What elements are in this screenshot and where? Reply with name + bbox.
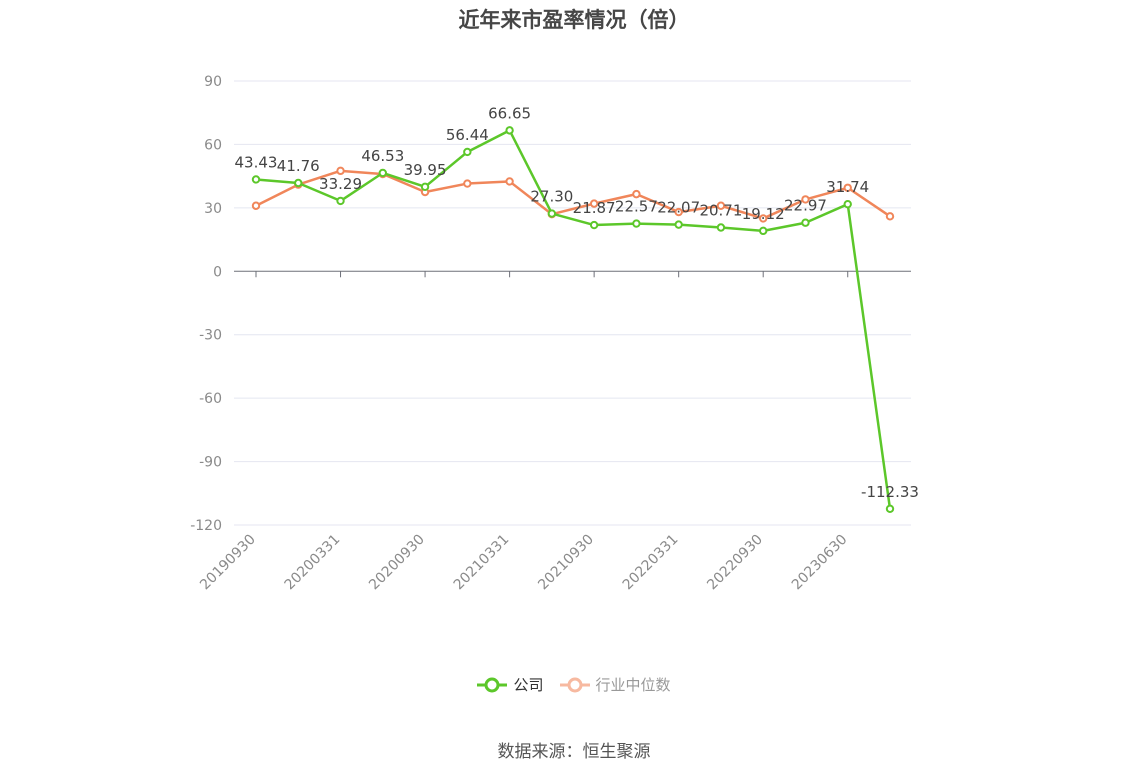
company-data-label: 22.07: [657, 199, 700, 217]
circle-line-icon: [477, 677, 508, 692]
company-data-label: 41.76: [277, 157, 320, 175]
grid-lines: [234, 80, 911, 526]
x-tick-label: 20190930: [197, 532, 259, 594]
legend-item-industry[interactable]: 行业中位数: [559, 674, 671, 695]
company-point: [505, 126, 514, 135]
legend-item-company[interactable]: 公司: [477, 674, 544, 695]
company-point: [885, 504, 895, 513]
industry-point: [336, 166, 345, 176]
company-point: [716, 223, 726, 232]
company-data-label: 22.97: [784, 197, 827, 215]
company-data-label: 31.74: [826, 178, 869, 196]
company-point: [632, 219, 641, 228]
industry-point: [759, 214, 768, 223]
company-data-label: 39.95: [404, 161, 447, 179]
company-point: [294, 178, 303, 188]
y-tick-label: 0: [213, 264, 222, 280]
company-point: [674, 220, 683, 229]
x-tick-label: 20220331: [620, 532, 682, 594]
company-point: [336, 196, 345, 206]
legend-label-company: 公司: [513, 676, 544, 694]
y-tick-label: 90: [204, 74, 222, 90]
y-tick-label: -90: [199, 455, 222, 471]
company-point: [759, 226, 768, 236]
data-source-note: 数据来源：恒生聚源: [497, 742, 651, 762]
company-point: [589, 220, 599, 230]
company-point: [547, 209, 557, 218]
series-lines: [251, 126, 895, 513]
legend: 公司 行业中位数: [0, 674, 1148, 695]
x-tick-label: 20210331: [451, 532, 513, 594]
y-tick-label: 30: [204, 201, 222, 217]
company-data-label: 19.12: [742, 205, 785, 223]
company-point: [801, 218, 810, 227]
industry-point: [251, 201, 261, 210]
industry-point: [505, 177, 514, 186]
industry-series-line: [255, 169, 891, 220]
company-data-label: 46.53: [361, 147, 404, 165]
industry-point: [632, 189, 641, 199]
industry-point: [716, 201, 726, 210]
y-tick-label: -30: [199, 328, 222, 344]
industry-point: [885, 212, 895, 221]
industry-point: [801, 195, 810, 204]
company-point: [463, 147, 472, 157]
industry-point: [589, 199, 599, 208]
company-data-label: -112.33: [861, 483, 919, 501]
company-data-label: 43.43: [235, 153, 278, 171]
circle-line-icon: [559, 677, 590, 692]
industry-point: [843, 183, 852, 192]
company-data-label: 20.71: [699, 201, 742, 219]
company-data-label: 21.87: [573, 199, 616, 217]
company-point: [843, 199, 852, 209]
company-point: [420, 182, 430, 192]
x-tick-label: 20200930: [366, 532, 428, 594]
company-point: [251, 175, 261, 184]
company-data-label: 27.30: [530, 188, 573, 206]
industry-point: [463, 179, 472, 188]
company-point: [378, 168, 387, 178]
x-tick-label: 20210930: [535, 532, 597, 594]
y-tick-label: 60: [204, 137, 222, 153]
company-data-label: 66.65: [488, 104, 531, 122]
legend-label-industry: 行业中位数: [595, 676, 671, 694]
company-data-label: 56.44: [446, 126, 489, 144]
y-tick-label: -120: [190, 518, 222, 534]
chart-title: 近年来市盈率情况（倍）: [458, 8, 690, 32]
x-tick-label: 20220930: [704, 532, 766, 594]
y-tick-label: -60: [199, 391, 222, 407]
company-series-line: [255, 129, 892, 509]
x-tick-label: 20230630: [789, 532, 851, 594]
company-data-label: 33.29: [319, 175, 362, 193]
industry-point: [674, 207, 683, 217]
x-tick-label: 20200331: [282, 532, 344, 594]
company-data-label: 22.57: [615, 198, 658, 216]
